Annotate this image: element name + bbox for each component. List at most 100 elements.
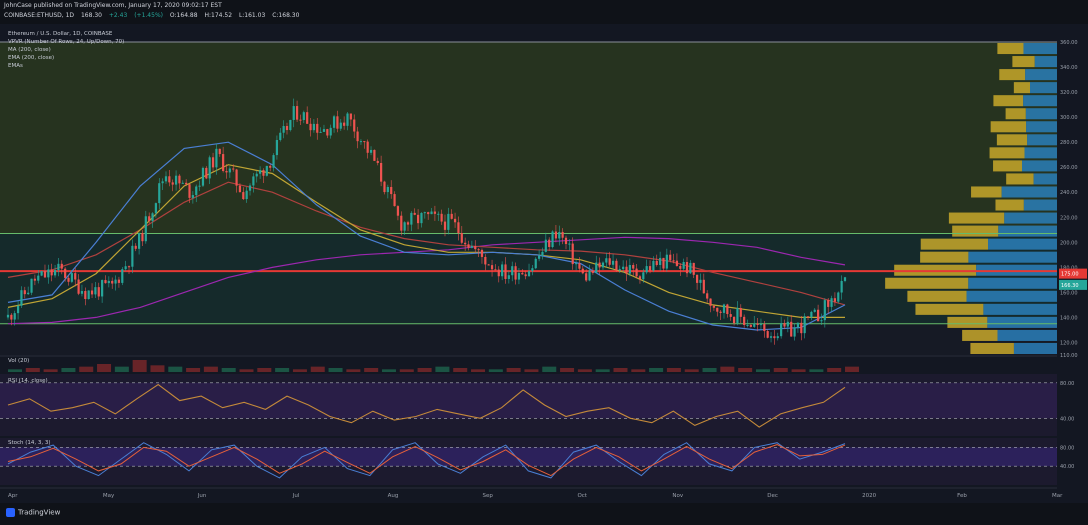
candle-body: [53, 270, 57, 276]
candle-body: [817, 309, 820, 322]
candle-body: [20, 290, 23, 306]
vpvr-down-bar: [1005, 108, 1026, 120]
volume-bar: [577, 369, 592, 372]
candle-body: [507, 275, 510, 279]
candle-body: [665, 254, 668, 269]
x-tick-label: 2020: [862, 493, 876, 499]
ohlc-open: O:164.88: [169, 12, 198, 19]
volume-bar: [399, 369, 414, 372]
volume-bar: [506, 368, 521, 372]
candle-body: [279, 132, 282, 140]
candle-body: [766, 331, 769, 338]
candle-body: [450, 213, 453, 219]
candle-body: [309, 123, 312, 131]
candle-body: [622, 266, 625, 270]
y-tick-label: 160.00: [1060, 290, 1078, 296]
ma200-line: [7, 236, 846, 325]
y-tick-label: 240.00: [1060, 190, 1078, 196]
candle-body: [353, 119, 356, 132]
volume-bar: [827, 368, 842, 372]
candle-body: [480, 249, 484, 257]
price-tag: [1059, 279, 1087, 290]
candle-body: [521, 273, 524, 275]
candle-body: [121, 269, 124, 283]
candle-body: [430, 211, 433, 215]
candle-body: [111, 280, 114, 284]
candle-body: [773, 336, 776, 339]
candle-body: [252, 176, 255, 186]
price-tag: [1059, 268, 1087, 279]
candle-body: [695, 274, 699, 283]
candle-body: [474, 246, 477, 250]
candle-body: [497, 269, 500, 277]
candle-body: [722, 304, 726, 313]
candle-body: [218, 148, 221, 155]
candle-body: [796, 322, 800, 328]
volume-bar: [257, 368, 272, 372]
candle-body: [195, 186, 198, 196]
candle-body: [161, 181, 164, 184]
footer-bar: [0, 503, 1088, 525]
candle-body: [23, 290, 26, 295]
candle-body: [591, 270, 594, 273]
vpvr-up-bar: [1033, 173, 1057, 185]
volume-bar: [684, 369, 699, 372]
vpvr-up-bar: [1013, 342, 1057, 354]
vpvr-up-bar: [988, 238, 1057, 250]
vpvr-up-bar: [1025, 108, 1057, 120]
candle-body: [487, 264, 490, 266]
vpvr-up-bar: [1034, 56, 1057, 68]
candle-body: [70, 273, 73, 282]
vpvr-up-bar: [1023, 95, 1057, 107]
candle-body: [215, 148, 218, 168]
tradingview-logo[interactable]: TradingView: [6, 508, 60, 517]
candle-body: [648, 266, 652, 271]
candle-body: [625, 266, 628, 274]
candle-body: [524, 274, 527, 277]
candle-body: [608, 258, 611, 265]
candle-body: [225, 171, 228, 173]
candle-body: [386, 186, 389, 193]
candle-body: [672, 260, 675, 262]
candle-body: [27, 292, 30, 295]
vpvr-up-bar: [968, 277, 1057, 289]
candle-body: [299, 119, 302, 121]
volume-bar: [114, 366, 129, 372]
x-tick-label: Aug: [388, 493, 399, 499]
y-tick-label: 180.00: [1060, 265, 1078, 271]
candle-body: [185, 182, 188, 185]
candle-body: [709, 298, 712, 306]
candle-body: [289, 119, 292, 131]
vpvr-down-bar: [907, 290, 967, 302]
candle-body: [336, 116, 339, 129]
candle-body: [356, 131, 359, 142]
volume-bar: [666, 368, 681, 372]
rsi-band: [0, 382, 1057, 419]
candle-body: [759, 324, 763, 326]
candle-body: [490, 265, 494, 270]
published-line: JohnCase published on TradingView.com, J…: [4, 2, 222, 9]
candle-body: [181, 182, 184, 184]
candle-body: [339, 122, 342, 129]
candle-body: [511, 266, 514, 276]
vpvr-down-bar: [948, 212, 1005, 224]
candle-body: [712, 305, 716, 308]
candle-body: [793, 327, 796, 337]
candle-body: [840, 280, 843, 293]
vpvr-down-bar: [990, 121, 1027, 133]
y-tick-label: 300.00: [1060, 115, 1078, 121]
candle-body: [67, 277, 70, 282]
candle-body: [329, 127, 332, 136]
candle-body: [652, 260, 655, 271]
volume-bar: [292, 369, 307, 372]
price-tag-label: 175.00: [1061, 272, 1079, 278]
vpvr-up-bar: [1023, 199, 1057, 211]
candle-body: [275, 139, 279, 156]
candle-body: [443, 221, 447, 230]
candle-body: [645, 266, 648, 273]
volume-bar: [542, 366, 557, 372]
candle-body: [373, 149, 376, 161]
candle-body: [477, 249, 480, 251]
vpvr-up-bar: [1026, 121, 1057, 133]
